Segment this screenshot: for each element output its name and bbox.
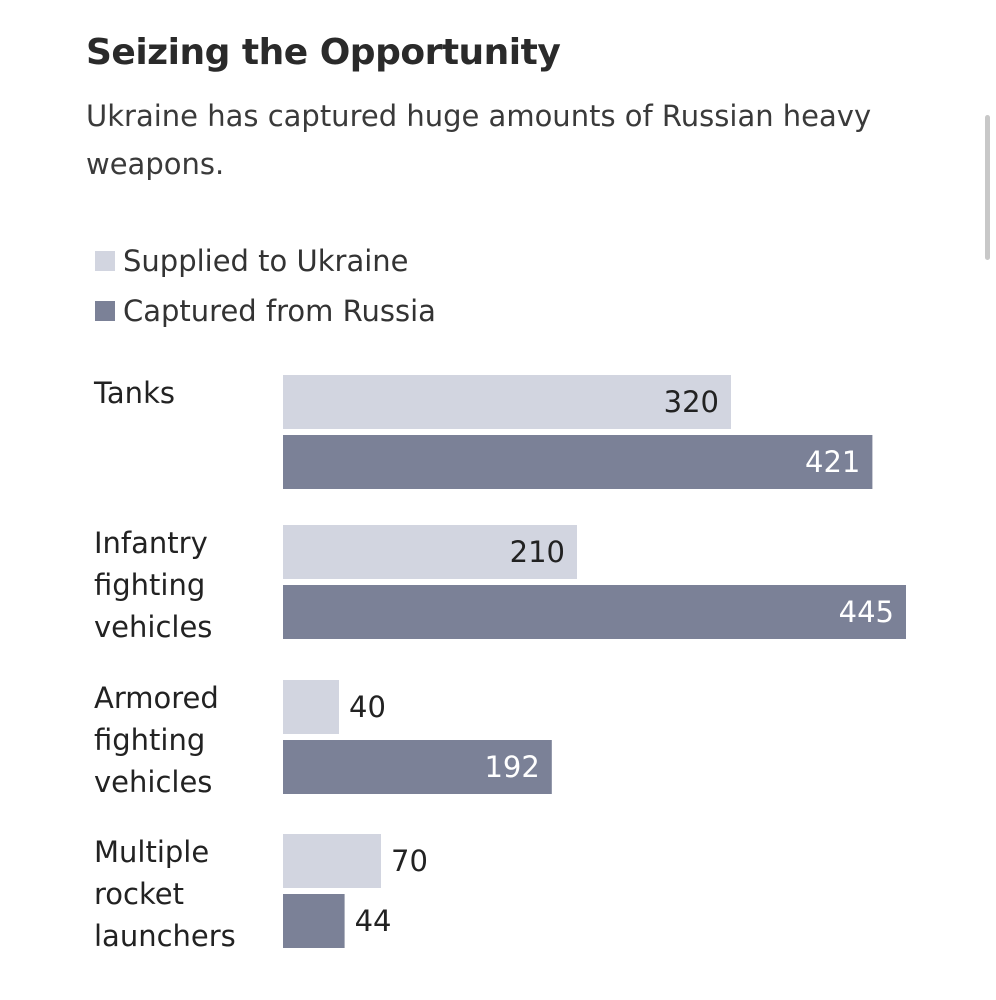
legend: Supplied to Ukraine Captured from Russia [95,236,436,336]
bar-value-label: 445 [839,595,894,629]
chart-subtitle: Ukraine has captured huge amounts of Rus… [86,99,872,181]
category-label-line: Armored [94,681,219,715]
category-label-line: vehicles [94,610,212,644]
legend-item-supplied: Supplied to Ukraine [95,236,436,286]
bar-value-label: 421 [805,445,860,479]
bar-value-label: 320 [664,385,719,419]
chart-title: Seizing the Opportunity [86,32,561,73]
category-label-line: Tanks [93,376,175,410]
bar-value-label: 192 [484,750,539,784]
legend-label-supplied: Supplied to Ukraine [123,244,409,278]
bar-supplied [283,375,731,429]
legend-item-captured: Captured from Russia [95,286,436,336]
bar-value-label: 70 [391,844,428,878]
legend-label-captured: Captured from Russia [123,294,436,328]
bar-captured [283,435,873,489]
category-label: Armored fighting vehicles [94,681,219,799]
category-label: Multiple rocket launchers [94,835,236,953]
category-label-line: vehicles [94,765,212,799]
category-label-line: launchers [94,919,236,953]
category-label-line: Infantry [94,526,208,560]
bar-captured [283,585,906,639]
legend-swatch-supplied [95,251,115,271]
legend-swatch-captured [95,301,115,321]
category-label-line: rocket [94,877,184,911]
bar-supplied [283,525,577,579]
category-label-line: fighting [94,723,205,757]
category-label: Infantry fighting vehicles [94,526,212,644]
bar-value-label: 44 [355,904,392,938]
bar-supplied [283,834,381,888]
bar-captured [283,894,345,948]
category-label-line: fighting [94,568,205,602]
category-label-line: Multiple [94,835,209,869]
scrollbar[interactable] [985,115,990,260]
bar-value-label: 40 [349,690,386,724]
bar-captured [283,740,552,794]
category-label: Tanks [93,376,175,410]
bar-value-label: 210 [510,535,565,569]
bar-supplied [283,680,339,734]
